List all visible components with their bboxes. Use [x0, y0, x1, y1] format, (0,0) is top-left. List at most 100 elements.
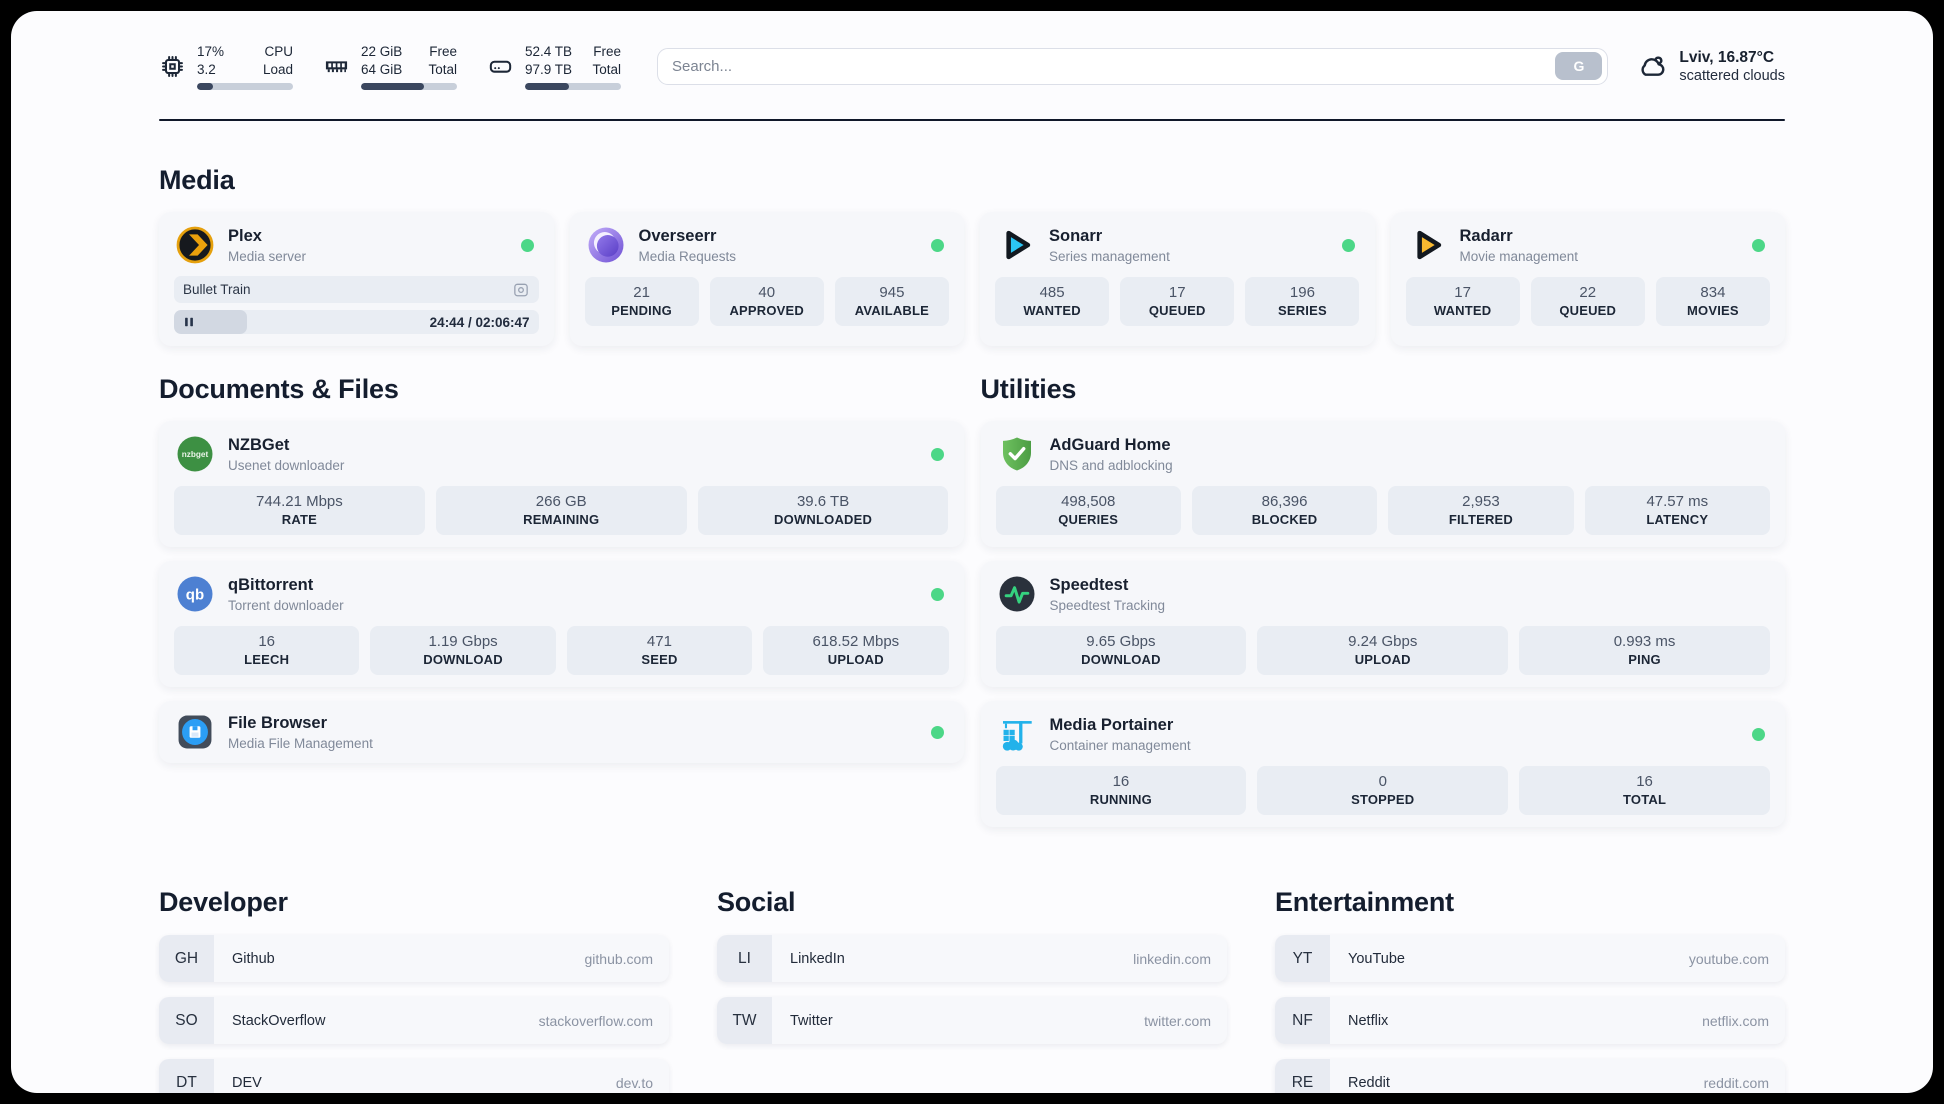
disk-total-value: 97.9 TB [525, 61, 573, 77]
service-card-overseerr[interactable]: Overseerr Media Requests 21 PENDING 40 A… [569, 212, 964, 347]
service-card-plex[interactable]: Plex Media server Bullet Train 24:44 / [159, 212, 554, 347]
bookmark-abbr: YT [1275, 935, 1330, 983]
bookmark-name: StackOverflow [232, 1012, 326, 1029]
stat-value: 618.52 Mbps [812, 633, 900, 651]
bookmark-url: netflix.com [1702, 1012, 1769, 1029]
stat-movies: 834 MOVIES [1655, 277, 1770, 327]
stat-value: 17 [1168, 284, 1186, 302]
stat-pending: 21 PENDING [584, 277, 699, 327]
overseerr-icon [588, 227, 623, 263]
stat-series: 196 SERIES [1245, 277, 1360, 327]
stat-value: 40 [758, 284, 776, 302]
bookmark-linkedin[interactable]: LI LinkedIn linkedin.com [717, 935, 1227, 983]
bookmark-name: Github [232, 950, 275, 967]
stat-label: AVAILABLE [854, 303, 930, 319]
bookmark-name: DEV [232, 1074, 262, 1091]
section-heading-social: Social [717, 887, 796, 918]
pause-icon [185, 317, 193, 327]
bookmark-abbr: TW [717, 997, 772, 1045]
stat-value: 498,508 [1061, 493, 1116, 511]
stat-label: WANTED [1433, 303, 1492, 319]
stat-ping: 0.993 ms PING [1519, 626, 1770, 676]
bookmark-youtube[interactable]: YT YouTube youtube.com [1275, 935, 1785, 983]
bookmark-reddit[interactable]: RE Reddit reddit.com [1275, 1059, 1785, 1093]
stat-value: 2,953 [1462, 493, 1500, 511]
stat-running: 16 RUNNING [995, 766, 1247, 816]
stat-value: 1.19 Gbps [428, 633, 498, 651]
stat-label: QUEUED [1148, 303, 1206, 319]
documents-column: Documents & Files nzbget NZBGet Usenet d… [159, 374, 964, 841]
service-card-sonarr[interactable]: Sonarr Series management 485 WANTED 17 Q… [980, 212, 1375, 347]
disk-total-label: Total [592, 61, 621, 77]
bookmark-dev[interactable]: DT DEV dev.to [159, 1059, 669, 1093]
bookmark-abbr: LI [717, 935, 772, 983]
stat-label: RATE [281, 512, 318, 528]
service-card-filebrowser[interactable]: File Browser Media File Management [159, 701, 964, 764]
radarr-icon [1416, 230, 1441, 260]
stat-seed: 471 SEED [566, 626, 753, 676]
cpu-usage-label: CPU [264, 44, 293, 59]
service-card-adguard[interactable]: AdGuard Home DNS and adblocking 498,508 … [980, 421, 1785, 548]
now-playing-title: Bullet Train [183, 282, 251, 298]
stat-leech: 16 LEECH [174, 626, 360, 676]
disk-progress-fill [525, 82, 570, 90]
stat-download: 1.19 Gbps DOWNLOAD [370, 626, 556, 676]
bookmark-url: dev.to [615, 1074, 653, 1091]
bookmark-twitter[interactable]: TW Twitter twitter.com [717, 997, 1227, 1045]
stat-label: SEED [641, 652, 678, 668]
section-heading-utilities: Utilities [980, 374, 1077, 405]
search-input[interactable] [672, 57, 1556, 75]
cpu-widget: 17% 3.2 CPU Load [159, 43, 293, 90]
stat-value: 22 [1579, 284, 1597, 302]
search-engine-button[interactable]: G [1555, 52, 1603, 81]
utilities-column: Utilities AdGuard Home [980, 374, 1785, 841]
sonarr-icon [1006, 230, 1031, 260]
service-card-portainer[interactable]: Media Portainer Container management 16 … [980, 701, 1785, 828]
stat-upload: 9.24 Gbps UPLOAD [1257, 626, 1509, 676]
stat-label: MOVIES [1687, 303, 1739, 319]
service-desc: Media server [228, 248, 307, 264]
bookmark-name: YouTube [1348, 950, 1405, 967]
service-card-qbittorrent[interactable]: qb qBittorrent Torrent downloader 16 LEE… [159, 561, 964, 688]
bookmark-url: twitter.com [1144, 1012, 1211, 1029]
dashboard-page: 17% 3.2 CPU Load [11, 11, 1933, 1093]
stat-available: 945 AVAILABLE [834, 277, 949, 327]
bookmark-name: Netflix [1348, 1012, 1389, 1029]
stat-downloaded: 39.6 TB DOWNLOADED [697, 486, 949, 536]
qbittorrent-icon: qb [177, 576, 213, 612]
bookmark-netflix[interactable]: NF Netflix netflix.com [1275, 997, 1785, 1045]
screen-icon [513, 283, 528, 296]
service-desc: Container management [1049, 737, 1191, 753]
stat-download: 9.65 Gbps DOWNLOAD [995, 626, 1247, 676]
stat-rate: 744.21 Mbps RATE [174, 486, 425, 536]
now-playing-row: Bullet Train [174, 276, 539, 304]
cpu-load-label: Load [262, 61, 293, 77]
bookmark-stackoverflow[interactable]: SO StackOverflow stackoverflow.com [159, 997, 669, 1045]
cpu-icon [162, 55, 183, 77]
bookmark-abbr: RE [1275, 1059, 1330, 1093]
stat-label: LATENCY [1646, 512, 1709, 528]
stat-label: DOWNLOAD [423, 652, 503, 668]
stat-label: REMAINING [523, 512, 600, 528]
stat-value: 196 [1289, 284, 1315, 302]
bookmark-github[interactable]: GH Github github.com [159, 935, 669, 983]
playback-time: 24:44 / 02:06:47 [429, 314, 530, 330]
service-card-nzbget[interactable]: nzbget NZBGet Usenet downloader 744.21 M… [159, 421, 964, 548]
stat-value: 21 [633, 284, 650, 302]
service-name: Speedtest [1049, 575, 1129, 594]
service-card-speedtest[interactable]: Speedtest Speedtest Tracking 9.65 Gbps D… [980, 561, 1785, 688]
nzbget-icon-text: nzbget [182, 450, 209, 459]
service-name: Sonarr [1049, 226, 1103, 245]
stat-value: 266 GB [535, 493, 587, 511]
status-dot [931, 238, 944, 252]
filebrowser-icon [178, 715, 212, 749]
bookmark-group-entertainment: Entertainment YT YouTube youtube.com NF … [1275, 887, 1785, 1093]
stat-label: TOTAL [1623, 792, 1667, 808]
stat-value: 0 [1378, 773, 1387, 791]
stat-label: APPROVED [729, 303, 805, 319]
service-card-radarr[interactable]: Radarr Movie management 17 WANTED 22 QUE… [1390, 212, 1785, 347]
stat-value: 39.6 TB [796, 493, 850, 511]
adguard-icon [1002, 437, 1031, 471]
stat-queued: 22 QUEUED [1530, 277, 1645, 327]
search-bar[interactable]: G [657, 47, 1609, 85]
